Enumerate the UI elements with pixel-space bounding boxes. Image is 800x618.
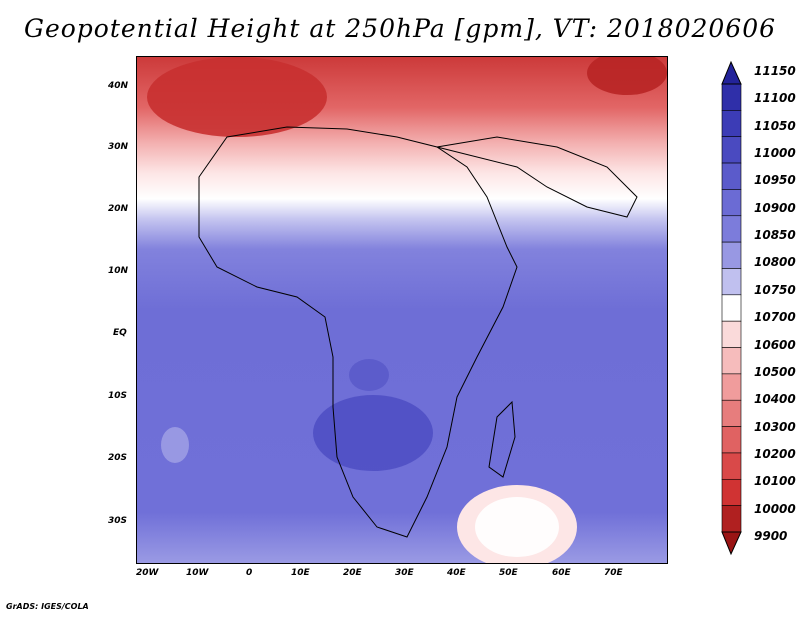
lon-label-40e: 40E [447, 568, 466, 578]
low-center-asia [587, 57, 667, 95]
colorbar-box [721, 426, 742, 454]
lon-label-10e: 10E [291, 568, 310, 578]
colorbar-level-label: 9900 [754, 529, 788, 543]
colorbar-box [721, 189, 742, 217]
colorbar-box [721, 215, 742, 243]
ocean-patch [161, 427, 189, 463]
colorbar-level-label: 10100 [754, 474, 796, 489]
colorbar-box [721, 452, 742, 480]
lat-label-30s: 30S [108, 516, 128, 526]
high-center-central-africa [349, 359, 389, 391]
software-credit: GrADS: IGES/COLA [6, 602, 89, 611]
colorbar-box [721, 399, 742, 427]
lat-label-eq: EQ [113, 328, 127, 338]
colorbar-level-label: 10600 [754, 337, 796, 352]
lat-label-10s: 10S [108, 391, 128, 401]
madagascar-coastline [488, 400, 516, 478]
colorbar-level-label: 10800 [754, 255, 796, 270]
colorbar-box [721, 136, 742, 164]
colorbar-box [721, 241, 742, 269]
colorbar-bottom-arrow [721, 531, 742, 556]
lon-label-60e: 60E [552, 568, 571, 578]
lat-label-10n: 10N [108, 266, 129, 276]
colorbar-level-label: 11100 [754, 91, 796, 106]
colorbar-level-label: 10000 [754, 501, 796, 516]
map-plot-area [136, 56, 668, 564]
lon-label-70e: 70E [604, 568, 623, 578]
colorbar-level-label: 10950 [754, 173, 796, 188]
colorbar-box [721, 505, 742, 533]
lat-label-40n: 40N [108, 81, 129, 91]
colorbar-box [721, 162, 742, 190]
colorbar-level-label: 10200 [754, 446, 796, 461]
colorbar-level-label: 10700 [754, 310, 796, 325]
colorbar-box [721, 294, 742, 322]
lon-label-20e: 20E [343, 568, 362, 578]
colorbar-box [721, 83, 742, 111]
colorbar-level-label: 11150 [754, 64, 796, 78]
colorbar-box [721, 347, 742, 375]
lon-label-20w: 20W [136, 568, 159, 578]
colorbar-box [721, 478, 742, 506]
lon-label-10w: 10W [186, 568, 209, 578]
colorbar-level-label: 10300 [754, 419, 796, 434]
lon-label-30e: 30E [395, 568, 414, 578]
colorbar-box [721, 373, 742, 401]
geopotential-field-map [137, 57, 667, 563]
arabia-coastline [436, 136, 638, 218]
high-center-southern-africa [313, 395, 433, 471]
colorbar-level-label: 10900 [754, 200, 796, 215]
background-field [137, 57, 667, 563]
colorbar-box [721, 320, 742, 348]
colorbar-level-label: 11050 [754, 118, 796, 133]
low-center-north-africa [147, 57, 327, 137]
lon-label-0: 0 [246, 568, 253, 578]
colorbar-box [721, 110, 742, 138]
colorbar-level-label: 10400 [754, 392, 796, 407]
lat-label-20n: 20N [108, 204, 129, 214]
lon-label-50e: 50E [499, 568, 518, 578]
colorbar-level-label: 10850 [754, 228, 796, 243]
africa-coastline [198, 126, 518, 538]
colorbar-level-label: 10750 [754, 282, 796, 297]
colorbar-top-arrow [721, 60, 742, 85]
lat-label-30n: 30N [108, 142, 129, 152]
low-anomaly-core [475, 497, 559, 557]
lat-label-20s: 20S [108, 453, 128, 463]
colorbar-level-label: 10500 [754, 364, 796, 379]
colorbar-box [721, 268, 742, 296]
map-title: Geopotential Height at 250hPa [gpm], VT:… [23, 14, 777, 43]
colorbar-level-label: 11000 [754, 146, 796, 161]
